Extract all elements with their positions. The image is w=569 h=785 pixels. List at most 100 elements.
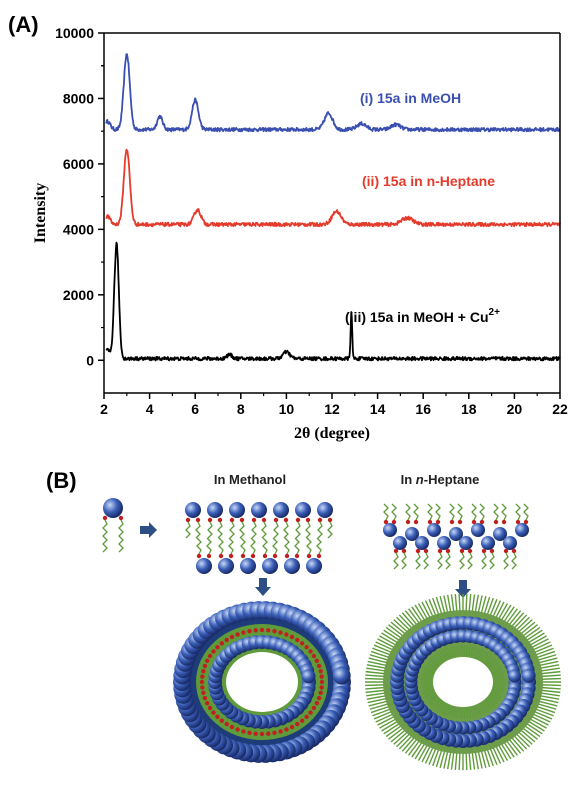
inner-chain bbox=[432, 655, 442, 665]
linker-dot bbox=[283, 517, 289, 523]
inner-chain bbox=[430, 698, 441, 707]
linker-dot bbox=[266, 731, 271, 736]
linker-dot bbox=[308, 649, 313, 654]
inner-chain bbox=[488, 695, 499, 703]
linker-dot bbox=[219, 718, 225, 723]
linker-dot bbox=[201, 668, 206, 674]
outer-chain bbox=[503, 606, 515, 623]
outer-chain bbox=[521, 727, 538, 740]
reverse-vesicle-sphere bbox=[521, 668, 536, 683]
methanol-label: In Methanol bbox=[214, 472, 286, 487]
outer-chain bbox=[539, 695, 560, 700]
inner-chain bbox=[486, 696, 498, 705]
alkyl-chain bbox=[383, 503, 389, 521]
linker-dot bbox=[401, 548, 407, 554]
bilayer-head-top bbox=[295, 502, 311, 518]
inner-chain bbox=[469, 645, 474, 657]
outer-chain bbox=[540, 677, 561, 680]
outer-chain bbox=[539, 692, 560, 697]
outer-chain bbox=[538, 660, 559, 667]
y-tick-label-0: 0 bbox=[86, 352, 94, 368]
outer-chain bbox=[515, 733, 531, 748]
linker-dot bbox=[318, 668, 323, 674]
outer-chain bbox=[450, 594, 455, 613]
reverse-vesicle-inner-sphere bbox=[508, 669, 522, 683]
inner-chain bbox=[477, 649, 485, 660]
outer-chain bbox=[454, 751, 458, 770]
panel-b-label: (B) bbox=[46, 468, 77, 493]
y-axis-title: Intensity bbox=[32, 183, 49, 243]
alkyl-chain bbox=[515, 503, 521, 521]
outer-chain bbox=[390, 621, 407, 635]
outer-chain bbox=[525, 722, 543, 735]
inner-chain bbox=[423, 668, 435, 674]
linker-dot bbox=[200, 685, 205, 690]
inner-chain bbox=[473, 647, 480, 659]
series-label-3: (iii) 15a in MeOH + Cu2+ bbox=[345, 307, 500, 325]
outer-chain bbox=[529, 635, 547, 646]
alkyl-chain bbox=[283, 521, 289, 539]
linker-dot bbox=[278, 630, 283, 635]
linker-dot bbox=[240, 553, 246, 559]
outer-chain bbox=[510, 612, 525, 628]
outer-chain bbox=[500, 604, 512, 622]
inner-chain bbox=[425, 693, 437, 700]
inner-chain bbox=[492, 683, 505, 686]
inner-chain bbox=[436, 702, 445, 712]
inverse-head-top bbox=[383, 523, 397, 537]
x-tick-label-18: 18 bbox=[461, 401, 477, 417]
linker-dot bbox=[413, 519, 419, 525]
outer-chain bbox=[372, 647, 392, 656]
inner-chain bbox=[475, 705, 482, 716]
inner-chain bbox=[449, 646, 455, 658]
y-tick-label-10000: 10000 bbox=[55, 25, 94, 41]
inner-chain bbox=[492, 686, 505, 691]
outer-chain bbox=[372, 708, 392, 717]
linker-dot bbox=[229, 634, 235, 640]
outer-chain bbox=[370, 650, 391, 659]
inner-chain bbox=[484, 699, 494, 709]
linker-dot bbox=[272, 628, 277, 634]
outer-chain bbox=[480, 596, 487, 614]
alkyl-chain bbox=[305, 521, 311, 539]
linker-dot bbox=[503, 548, 509, 554]
outer-chain bbox=[535, 705, 556, 714]
outer-chain bbox=[471, 751, 476, 770]
vesicle-sphere bbox=[332, 666, 351, 685]
inner-chain bbox=[488, 661, 499, 669]
inner-chain bbox=[441, 649, 449, 660]
x-tick-label-8: 8 bbox=[237, 401, 245, 417]
linker-dot bbox=[295, 637, 300, 643]
x-tick-label-14: 14 bbox=[370, 401, 386, 417]
series-label-2: (ii) 15a in n-Heptane bbox=[362, 173, 495, 189]
monomer-chain-left bbox=[102, 519, 108, 553]
outer-chain bbox=[474, 751, 480, 770]
inner-chain bbox=[484, 655, 494, 665]
inner-chain bbox=[434, 654, 444, 664]
outer-chain bbox=[539, 667, 560, 672]
alkyl-chain bbox=[196, 537, 202, 555]
outer-chain bbox=[532, 641, 551, 651]
alkyl-chain bbox=[457, 503, 463, 521]
alkyl-chain bbox=[481, 552, 487, 570]
linker-dot bbox=[229, 517, 235, 523]
outer-chain bbox=[383, 629, 401, 642]
outer-chain bbox=[365, 686, 386, 690]
outer-chain bbox=[497, 603, 509, 620]
inner-chain bbox=[446, 705, 453, 717]
outer-chain bbox=[375, 713, 394, 723]
linker-dot bbox=[215, 645, 220, 650]
linker-dot bbox=[299, 718, 305, 723]
series-line-1 bbox=[105, 53, 561, 133]
inner-chain bbox=[439, 703, 447, 714]
inner-chain bbox=[467, 645, 471, 657]
outer-chain bbox=[500, 742, 512, 760]
outer-chain bbox=[365, 689, 386, 694]
linker-dot bbox=[241, 630, 246, 635]
outer-chain bbox=[532, 713, 551, 723]
inner-chain bbox=[469, 707, 474, 719]
linker-dot bbox=[228, 553, 234, 559]
outer-chain bbox=[535, 650, 556, 659]
outer-chain bbox=[388, 624, 405, 637]
linker-dot bbox=[235, 632, 240, 637]
